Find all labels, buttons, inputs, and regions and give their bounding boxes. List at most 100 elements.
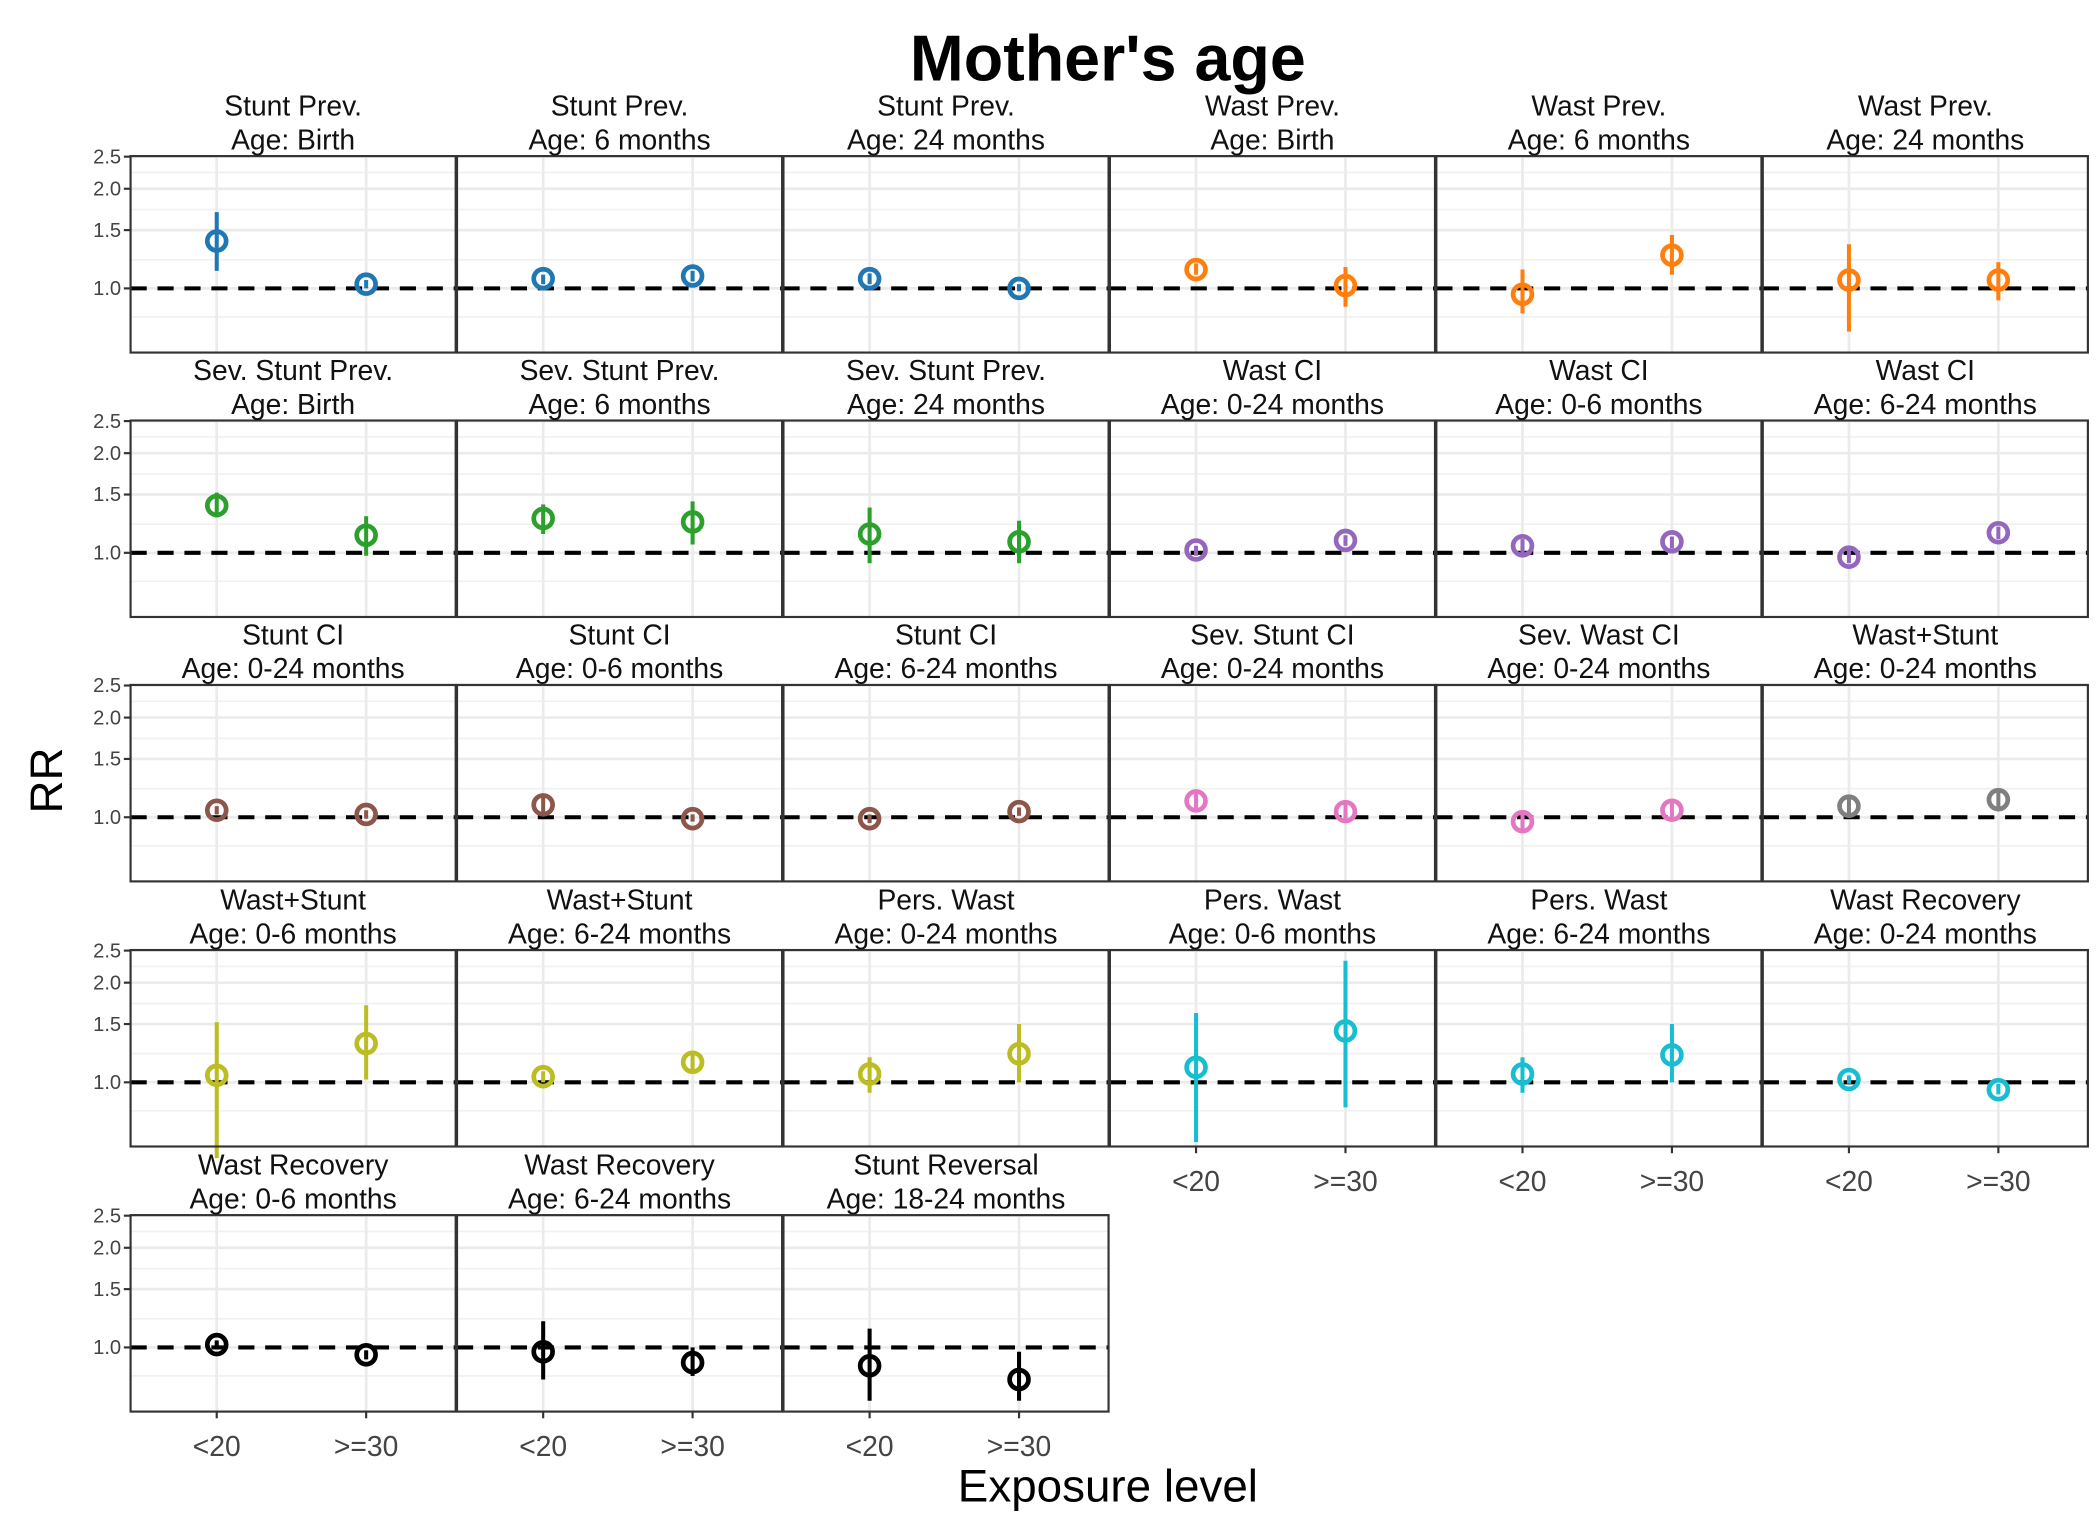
data-point	[857, 806, 882, 831]
strip-age: Age: 6-24 months	[508, 917, 731, 949]
x-tick-label: <20	[1499, 1165, 1547, 1197]
x-tick-label: <20	[846, 1430, 894, 1462]
data-point	[1986, 520, 2011, 545]
data-point	[680, 1050, 705, 1075]
data-point	[531, 1340, 555, 1364]
panel-background	[457, 1215, 783, 1412]
panel-border	[129, 155, 457, 354]
panel-border	[1108, 419, 1437, 619]
strip-outcome: Wast CI	[1223, 354, 1322, 386]
strip-outcome: Wast+Stunt	[1852, 619, 1998, 651]
data-point	[204, 1332, 229, 1357]
strip-age: Age: 24 months	[847, 123, 1045, 155]
panel-background	[1762, 156, 2088, 353]
strip-outcome: Stunt CI	[569, 619, 671, 651]
data-point	[1333, 799, 1358, 824]
strip-outcome: Wast Recovery	[1830, 884, 2021, 916]
strip-outcome: Wast Recovery	[198, 1149, 389, 1181]
x-tick-label: >=30	[1640, 1165, 1704, 1197]
panel-border	[782, 419, 1110, 619]
data-point	[1184, 1055, 1208, 1080]
data-point	[1837, 1067, 1861, 1092]
panel-border	[129, 1214, 457, 1413]
strip-age: Age: 0-24 months	[1814, 917, 2037, 949]
panel-background	[1762, 684, 2088, 882]
strip-outcome: Pers. Wast	[877, 884, 1014, 916]
data-point	[1510, 282, 1535, 307]
data-point	[1660, 1043, 1684, 1067]
strip-outcome: Wast Prev.	[1531, 90, 1666, 122]
y-tick-label: 2.0	[93, 707, 121, 729]
panel: Stunt Prev.Age: 6 months	[455, 90, 784, 354]
data-point	[680, 1350, 705, 1375]
panel-background	[783, 950, 1109, 1147]
panel: Sev. Stunt Prev.Age: 6 months	[455, 354, 784, 619]
data-point	[1007, 799, 1031, 824]
data-point	[680, 510, 705, 534]
data-point	[1007, 1041, 1031, 1066]
y-tick-label: 1.5	[93, 484, 121, 506]
panel-background	[130, 156, 456, 353]
data-point	[1837, 268, 1861, 292]
y-tick-label: 2.5	[93, 411, 121, 433]
data-point	[1007, 276, 1031, 301]
data-point	[1986, 268, 2011, 292]
panel-background	[1762, 950, 2088, 1147]
strip-age: Age: 24 months	[1826, 123, 2024, 155]
data-point	[1510, 534, 1535, 558]
panel-border	[1761, 948, 2089, 1148]
strip-outcome: Sev. Stunt Prev.	[520, 354, 720, 386]
strip-outcome: Pers. Wast	[1530, 884, 1667, 916]
panel-background	[1436, 950, 1762, 1147]
y-tick-label: 2.5	[93, 1205, 121, 1227]
panel-border	[782, 1214, 1110, 1413]
strip-age: Age: 24 months	[847, 388, 1045, 420]
strip-outcome: Stunt CI	[895, 619, 997, 651]
strip-outcome: Stunt Prev.	[877, 90, 1015, 122]
strip-age: Age: 0-24 months	[834, 917, 1057, 949]
y-tick-label: 1.0	[93, 1337, 121, 1359]
data-point	[857, 522, 882, 546]
data-point	[1184, 257, 1208, 282]
strip-outcome: Wast+Stunt	[220, 884, 366, 916]
strip-age: Age: 0-24 months	[1161, 652, 1384, 684]
data-point	[1510, 809, 1535, 834]
strip-age: Age: 0-24 months	[1161, 388, 1384, 420]
panel: Wast Prev.Age: Birth	[1108, 90, 1437, 354]
y-tick-label: 2.5	[93, 675, 121, 697]
data-point	[1660, 243, 1684, 267]
strip-age: Age: 0-6 months	[1495, 388, 1702, 420]
data-point	[1184, 789, 1208, 813]
panel-border	[129, 948, 457, 1148]
panel-border	[455, 419, 784, 619]
y-tick-label: 2.0	[93, 1238, 121, 1260]
strip-outcome: Sev. Stunt CI	[1190, 619, 1354, 651]
panel-border	[1108, 155, 1437, 354]
data-point	[1007, 529, 1031, 554]
panel-background	[130, 684, 456, 882]
panel-background	[130, 950, 456, 1147]
panel-border	[1435, 683, 1763, 883]
data-point	[1837, 545, 1861, 569]
data-point	[1510, 1062, 1535, 1086]
strip-age: Age: 0-6 months	[189, 1182, 396, 1214]
data-point	[354, 523, 378, 548]
strip-age: Age: 0-6 months	[516, 652, 723, 684]
data-point	[354, 802, 378, 827]
panel-border	[1108, 683, 1437, 883]
y-tick-label: 1.5	[93, 220, 121, 242]
panel-background	[783, 1215, 1109, 1412]
data-point	[1333, 528, 1358, 553]
strip-age: Age: 6-24 months	[834, 652, 1057, 684]
x-tick-label: >=30	[987, 1430, 1051, 1462]
data-point	[680, 806, 705, 831]
strip-age: Age: 6-24 months	[1487, 917, 1710, 949]
